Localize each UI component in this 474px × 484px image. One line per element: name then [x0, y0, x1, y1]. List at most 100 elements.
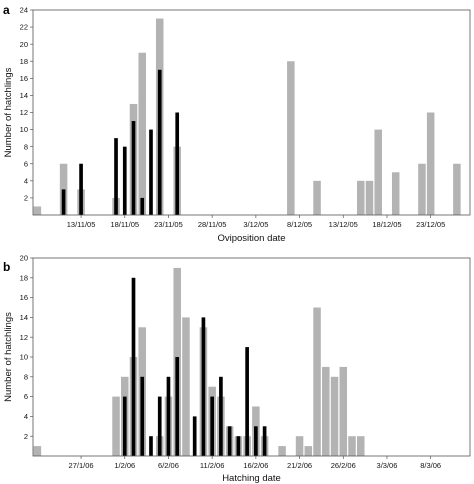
gray-bar-b — [278, 446, 286, 456]
black-bar-b — [131, 277, 136, 456]
gray-bar-a — [391, 172, 400, 215]
y-tick-label-b: 10 — [20, 353, 28, 362]
black-bar-b — [227, 426, 232, 456]
gray-bar-a — [59, 163, 68, 215]
gray-bar-a — [374, 129, 382, 215]
gray-bar-b — [33, 446, 42, 456]
black-bar-a — [79, 163, 83, 215]
gray-bar-b — [330, 376, 339, 456]
black-bar-a — [114, 138, 118, 216]
gray-bar-b — [356, 436, 365, 456]
gray-bar-a — [426, 112, 435, 215]
black-bar-b — [201, 317, 206, 456]
gray-bar-b — [322, 366, 330, 456]
gray-bar-b — [313, 307, 321, 456]
black-bar-b — [219, 376, 223, 456]
black-bar-b — [140, 376, 145, 456]
y-tick-label-a: 22 — [20, 23, 28, 32]
black-bar-b — [122, 396, 127, 456]
x-tick-label-b: 27/1/06 — [69, 461, 94, 470]
panel-letter-a: a — [3, 3, 10, 17]
y-tick-label-b: 2 — [24, 432, 28, 441]
y-tick-label-a: 14 — [20, 91, 28, 100]
y-tick-label-b: 14 — [20, 313, 28, 322]
y-tick-label-a: 20 — [20, 40, 28, 49]
gray-bar-b — [348, 436, 356, 456]
x-tick-label-a: 18/12/05 — [372, 220, 401, 229]
black-bar-b — [192, 416, 197, 456]
black-bar-a — [149, 129, 153, 215]
black-bar-b — [149, 436, 153, 456]
y-tick-label-a: 16 — [20, 74, 28, 83]
black-bar-b — [175, 357, 180, 456]
x-tick-label-b: 11/2/06 — [200, 461, 224, 470]
x-tick-label-a: 23/11/05 — [154, 220, 183, 229]
black-bar-a — [61, 189, 66, 216]
gray-bar-b — [182, 317, 190, 456]
plot-frame-a — [32, 9, 471, 216]
y-tick-label-a: 18 — [20, 57, 28, 66]
y-tick-label-b: 20 — [20, 254, 28, 263]
plot-frame-b — [32, 257, 471, 457]
black-bar-a — [157, 69, 162, 215]
x-tick-label-a: 23/12/05 — [416, 220, 445, 229]
x-tick-label-b: 26/2/06 — [331, 461, 356, 470]
x-axis-title-a: Oviposition date — [217, 233, 285, 244]
x-axis-title-b: Hatching date — [222, 473, 281, 484]
black-bar-b — [245, 347, 249, 456]
black-bar-a — [131, 121, 136, 215]
x-tick-label-a: 13/11/05 — [67, 220, 96, 229]
y-tick-label-b: 8 — [24, 372, 28, 381]
y-axis-title-a: Number of hatchlings — [3, 67, 14, 157]
y-tick-label-a: 4 — [24, 176, 28, 185]
black-bar-b — [262, 426, 267, 456]
y-axis-title-b: Number of hatchlings — [3, 312, 14, 402]
black-bar-a — [140, 197, 145, 215]
y-tick-label-b: 16 — [20, 293, 28, 302]
panel-b: b 2 4 6 8 10 12 14 16 18 20 27/1/06 1/2/06 6/2/06 11/2… — [3, 254, 471, 484]
y-tick-label-b: 18 — [20, 273, 28, 282]
x-tick-label-a: 13/12/05 — [329, 220, 358, 229]
y-tick-label-a: 2 — [24, 194, 28, 203]
panel-letter-b: b — [3, 260, 10, 274]
gray-bar-a — [453, 163, 461, 215]
x-tick-label-b: 21/2/06 — [287, 461, 312, 470]
black-bar-b — [210, 396, 214, 456]
gray-bar-b — [304, 446, 313, 456]
black-bar-b — [236, 436, 241, 456]
gray-bar-b — [112, 396, 120, 456]
x-tick-label-a: 28/11/05 — [198, 220, 227, 229]
gray-bar-a — [138, 52, 147, 216]
x-tick-label-a: 18/11/05 — [110, 220, 139, 229]
gray-bar-a — [365, 180, 374, 215]
x-tick-label-b: 3/3/06 — [377, 461, 398, 470]
black-bar-b — [166, 376, 171, 456]
gray-bar-a — [287, 61, 295, 215]
y-tick-label-b: 12 — [20, 333, 28, 342]
black-bar-b — [254, 426, 258, 456]
y-tick-label-a: 10 — [20, 125, 28, 134]
x-tick-label-b: 1/2/06 — [114, 461, 135, 470]
gray-bar-a — [356, 180, 365, 215]
y-tick-label-a: 12 — [20, 108, 28, 117]
x-tick-label-b: 8/3/06 — [420, 461, 441, 470]
black-bar-a — [175, 112, 180, 215]
x-tick-label-a: 8/12/05 — [287, 220, 312, 229]
y-tick-label-a: 8 — [24, 142, 28, 151]
gray-bar-a — [418, 163, 426, 215]
y-tick-label-b: 4 — [24, 412, 28, 421]
x-tick-label-b: 16/2/06 — [243, 461, 268, 470]
x-tick-label-a: 3/12/05 — [243, 220, 268, 229]
y-tick-label-a: 24 — [20, 6, 28, 15]
black-bar-b — [157, 396, 162, 456]
black-bar-a — [122, 146, 127, 215]
y-tick-label-b: 6 — [24, 392, 28, 401]
y-tick-label-a: 6 — [24, 159, 28, 168]
gray-bar-a — [313, 180, 321, 215]
gray-bar-b — [339, 366, 348, 456]
gray-bar-b — [295, 436, 304, 456]
x-tick-label-b: 6/2/06 — [158, 461, 179, 470]
gray-bar-a — [33, 206, 42, 215]
